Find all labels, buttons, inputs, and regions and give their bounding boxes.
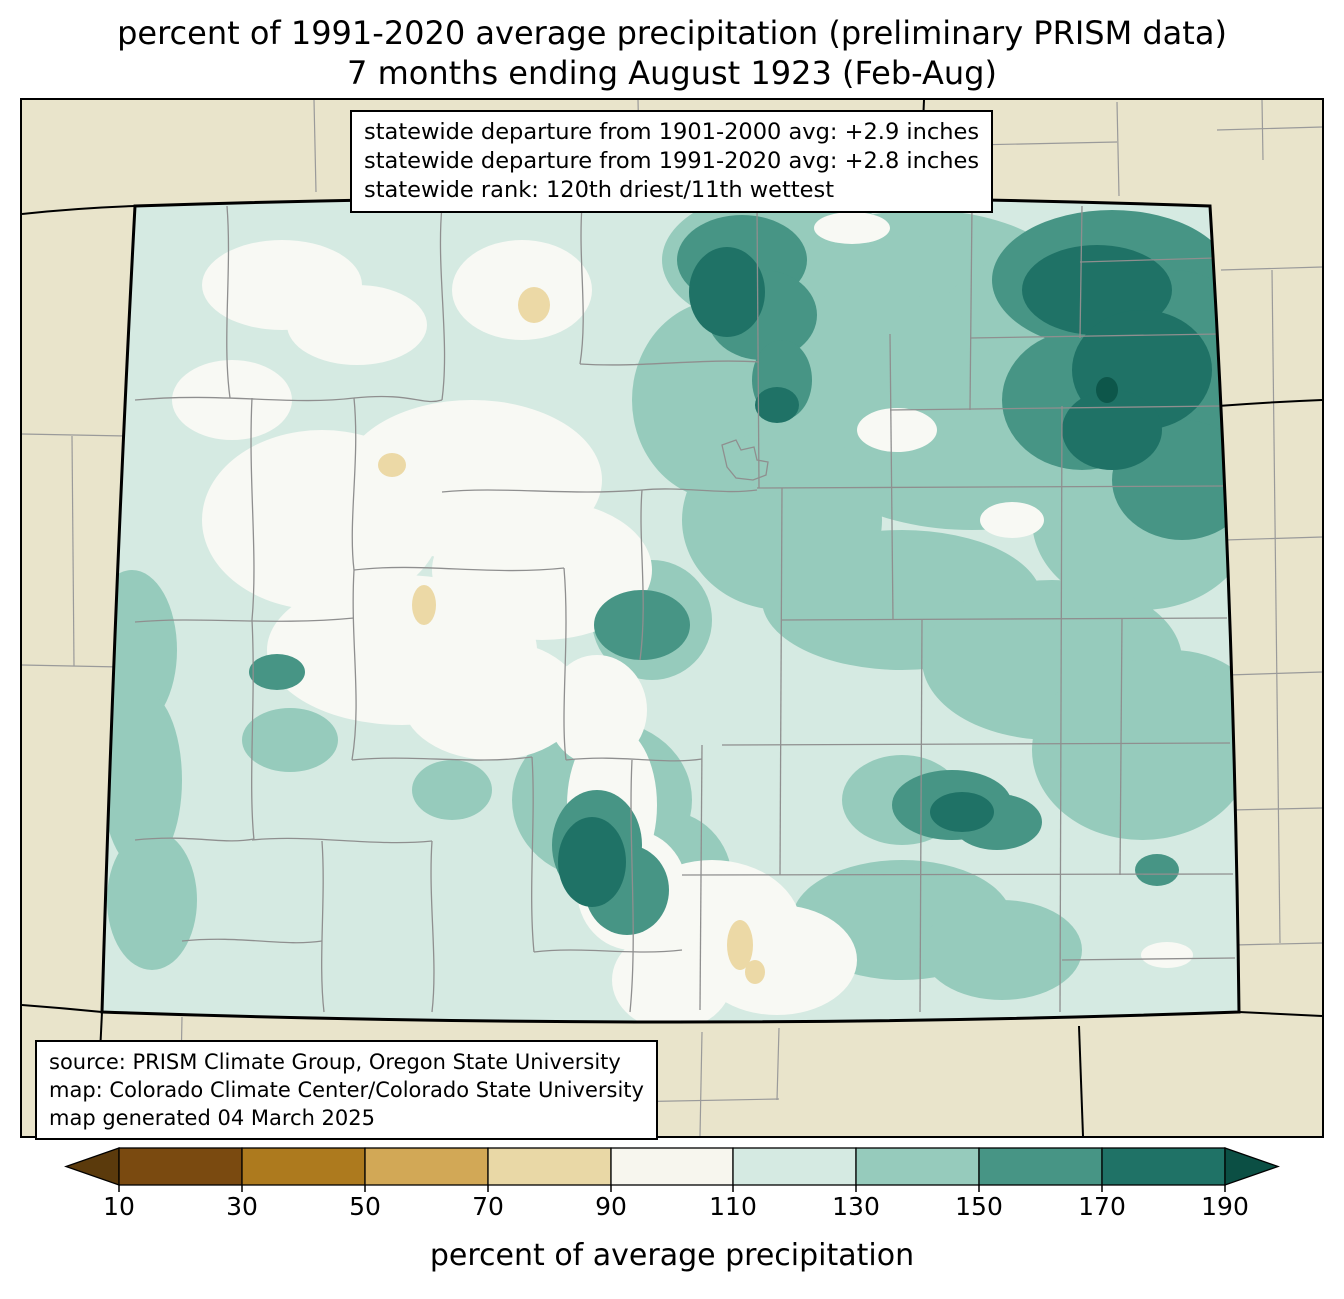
colorbar-axis-label: percent of average precipitation [429, 1238, 915, 1273]
colorbar-segment-90-110 [610, 1147, 734, 1186]
colorbar-tick-170: 170 [1078, 1192, 1126, 1221]
stats-line-rank: statewide rank: 120th driest/11th wettes… [364, 177, 835, 203]
colorbar-segment-150-170 [978, 1147, 1103, 1186]
colorbar-segment-70-90 [487, 1147, 612, 1186]
map-axes: statewide departure from 1901-2000 avg: … [20, 98, 1324, 1140]
colorbar-tick-70: 70 [472, 1192, 504, 1221]
colorbar-tick-190: 190 [1201, 1192, 1249, 1221]
colorbar-segment-30-50 [241, 1147, 366, 1186]
colorbar-tick-marks [118, 1185, 1226, 1192]
source-line-map: map: Colorado Climate Center/Colorado St… [49, 1078, 644, 1102]
colorbar-segment-10-30 [118, 1147, 243, 1186]
stats-box: statewide departure from 1901-2000 avg: … [350, 110, 994, 213]
contour-region-170-190 [558, 245, 1212, 907]
colorbar-segment-110-130 [732, 1147, 857, 1186]
colorbar-tick-150: 150 [955, 1192, 1003, 1221]
colorbar-left-arrow [64, 1147, 120, 1186]
colorbar-swatches [64, 1147, 1280, 1186]
stats-line-departure-1901-2000: statewide departure from 1901-2000 avg: … [364, 119, 980, 145]
source-line-generated: map generated 04 March 2025 [49, 1106, 376, 1130]
contour-region-70-90 [378, 287, 765, 984]
contour-region-190-plus [1096, 377, 1118, 403]
stats-line-departure-1991-2020: statewide departure from 1991-2020 avg: … [364, 148, 980, 174]
colorbar-right-arrow [1224, 1147, 1280, 1186]
source-line-source: source: PRISM Climate Group, Oregon Stat… [49, 1050, 621, 1074]
colorbar [64, 1147, 1280, 1192]
colorbar-tick-110: 110 [709, 1192, 757, 1221]
colorbar-segment-50-70 [364, 1147, 489, 1186]
source-box: source: PRISM Climate Group, Oregon Stat… [35, 1040, 658, 1140]
title-line-1: percent of 1991-2020 average precipitati… [117, 14, 1227, 52]
colorado-precipitation-map [22, 100, 1322, 1136]
colorbar-tick-10: 10 [103, 1192, 135, 1221]
county-boundaries [134, 205, 1236, 1013]
colorbar-segment-130-150 [855, 1147, 980, 1186]
colorbar-tick-90: 90 [595, 1192, 627, 1221]
colorbar-tick-30: 30 [226, 1192, 258, 1221]
title-line-2: 7 months ending August 1923 (Feb-Aug) [347, 54, 997, 92]
colorbar-tick-130: 130 [832, 1192, 880, 1221]
colorbar-segment-170-190 [1101, 1147, 1226, 1186]
colorbar-tick-50: 50 [349, 1192, 381, 1221]
